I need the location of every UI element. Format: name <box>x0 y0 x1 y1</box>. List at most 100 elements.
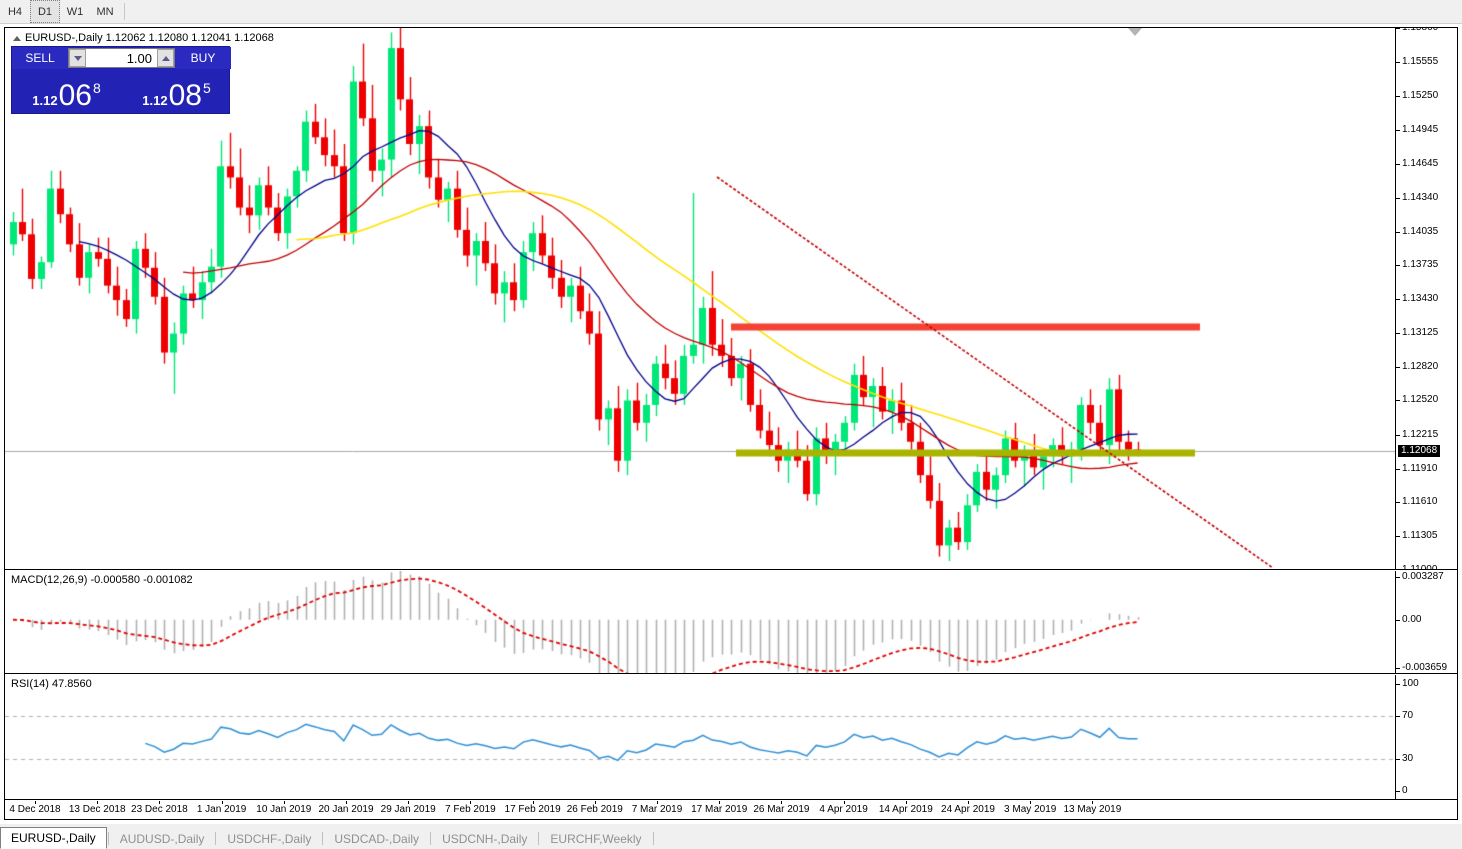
time-axis-label: 24 Apr 2019 <box>941 804 995 815</box>
chart-tabs-bar: EURUSD-,Daily AUDUSD-,Daily USDCHF-,Daily U… <box>0 824 1462 849</box>
time-axis-tick <box>283 801 285 804</box>
macd-pane[interactable]: MACD(12,26,9) -0.000580 -0.001082 0.0032… <box>5 571 1457 674</box>
volume-decrease-button[interactable] <box>69 49 86 67</box>
buy-button[interactable]: 1.12 08 5 <box>123 70 230 114</box>
rsi-scale-tick <box>1396 758 1400 760</box>
tab-divider <box>107 832 109 845</box>
price-scale-tick <box>1396 299 1400 300</box>
time-axis-tick <box>843 801 845 804</box>
time-axis-label: 20 Jan 2019 <box>318 804 374 815</box>
chart-tab-usdcad[interactable]: USDCAD-,Daily <box>324 828 430 849</box>
price-scale-tick <box>1396 535 1400 537</box>
rsi-scale-tick <box>1396 791 1400 792</box>
tab-divider <box>322 832 324 845</box>
price-scale-label: 1.11000 <box>1402 564 1438 570</box>
chart-tab-usdcnh[interactable]: USDCNH-,Daily <box>432 828 538 849</box>
price-scale-label: 1.15860 <box>1402 28 1438 33</box>
price-scale-label: 1.15555 <box>1402 56 1439 67</box>
time-axis-label: 13 May 2019 <box>1063 804 1122 815</box>
time-axis-label: 17 Feb 2019 <box>504 804 561 815</box>
timeframe-h4[interactable]: H4 <box>0 0 30 23</box>
time-axis-tick <box>408 801 410 804</box>
time-axis-tick <box>968 801 969 804</box>
rsi-scale-tick <box>1396 716 1400 718</box>
price-scale[interactable]: 1.15860 1.15555 1.15250 1.14945 1.14645 1.143… <box>1395 28 1457 570</box>
timeframe-w1[interactable]: W1 <box>60 0 90 23</box>
price-scale-label: 1.14645 <box>1402 157 1439 169</box>
price-scale-tick <box>1396 197 1400 199</box>
time-axis-tick <box>781 801 783 804</box>
time-axis-label: 26 Mar 2019 <box>753 804 810 815</box>
rsi-scale-label: 100 <box>1402 678 1419 689</box>
price-scale-label: 1.11610 <box>1402 495 1438 507</box>
price-scale-label: 1.13430 <box>1402 293 1439 304</box>
time-axis-label: 1 Jan 2019 <box>196 804 247 815</box>
caret-down-icon <box>73 55 82 61</box>
sell-label[interactable]: SELL <box>12 47 68 69</box>
macd-scale-label: 0.003287 <box>1402 571 1444 582</box>
time-axis-tick <box>719 801 721 804</box>
time-axis-label: 29 Jan 2019 <box>380 804 436 815</box>
macd-scale-tick <box>1396 577 1400 578</box>
tab-divider <box>215 832 217 845</box>
one-click-trading-panel[interactable]: SELL 1.00 BUY 1.12 06 8 1.12 08 5 <box>11 46 231 114</box>
price-scale-label: 1.11910 <box>1402 462 1438 474</box>
macd-scale-tick <box>1396 668 1400 669</box>
volume-value[interactable]: 1.00 <box>126 50 152 66</box>
rsi-scale-label: 30 <box>1402 752 1414 764</box>
toolbar-divider <box>124 3 125 20</box>
tab-divider <box>538 832 540 845</box>
timeframe-mn[interactable]: MN <box>90 0 120 23</box>
chart-tab-eurchf[interactable]: EURCHF,Weekly <box>540 828 652 849</box>
time-axis-label: 7 Mar 2019 <box>631 804 683 815</box>
price-scale-tick <box>1396 434 1400 436</box>
chart-tab-eurusd[interactable]: EURUSD-,Daily <box>0 827 107 849</box>
rsi-title-label: RSI(14) 47.8560 <box>11 678 92 690</box>
time-axis-tick <box>346 801 347 804</box>
price-scale-label: 1.12215 <box>1402 428 1439 440</box>
time-axis-tick <box>470 801 472 804</box>
buy-price-main: 08 <box>168 79 202 112</box>
macd-title-label: MACD(12,26,9) -0.000580 -0.001082 <box>11 574 193 586</box>
timeframe-toolbar: H4 D1 W1 MN <box>0 0 1462 24</box>
timeframe-d1[interactable]: D1 <box>30 0 60 23</box>
rsi-pane[interactable]: RSI(14) 47.8560 100 70 30 0 <box>5 675 1457 800</box>
price-scale-tick <box>1396 468 1400 470</box>
volume-stepper[interactable]: 1.00 <box>68 48 175 68</box>
buy-label[interactable]: BUY <box>175 47 231 69</box>
chart-top-marker-icon <box>1128 28 1142 36</box>
time-axis-label: 10 Jan 2019 <box>256 804 312 815</box>
candlestick-canvas[interactable] <box>5 28 1395 569</box>
macd-scale: 0.003287 0.00 -0.003659 <box>1395 571 1457 673</box>
price-scale-tick <box>1396 163 1400 165</box>
time-axis-label: 17 Mar 2019 <box>691 804 748 815</box>
rsi-scale-label: 0 <box>1402 785 1408 796</box>
price-scale-tick <box>1396 501 1400 503</box>
time-axis-tick <box>159 801 161 804</box>
rsi-canvas <box>5 675 1395 799</box>
current-price-tag: 1.12068 <box>1398 444 1441 457</box>
time-axis-label: 13 Dec 2018 <box>68 804 126 815</box>
chart-tab-audusd[interactable]: AUDUSD-,Daily <box>109 828 215 849</box>
time-axis-label: 4 Apr 2019 <box>819 804 868 815</box>
price-scale-tick <box>1396 96 1400 98</box>
price-scale-label: 1.14035 <box>1402 225 1439 237</box>
time-axis: 4 Dec 2018 13 Dec 2018 23 Dec 2018 1 Jan 20… <box>5 801 1457 819</box>
price-pane[interactable]: EURUSD-,Daily 1.12062 1.12080 1.12041 1.… <box>5 28 1457 570</box>
price-scale-tick <box>1396 264 1400 266</box>
collapse-triangle-icon[interactable] <box>13 36 21 41</box>
caret-up-icon <box>161 55 170 61</box>
chart-tab-usdchf[interactable]: USDCHF-,Daily <box>217 828 322 849</box>
chart-frame: EURUSD-,Daily 1.12062 1.12080 1.12041 1.… <box>4 27 1458 820</box>
macd-scale-tick <box>1396 619 1400 621</box>
time-axis-label: 23 Dec 2018 <box>131 804 188 815</box>
price-scale-label: 1.12820 <box>1402 361 1439 373</box>
sell-price-main: 06 <box>58 79 92 112</box>
time-axis-tick <box>657 801 658 804</box>
time-axis-tick <box>1030 801 1032 804</box>
time-axis-tick <box>1092 801 1094 804</box>
sell-button[interactable]: 1.12 06 8 <box>13 70 120 114</box>
volume-increase-button[interactable] <box>157 49 174 67</box>
buy-price-fraction: 5 <box>202 80 211 96</box>
